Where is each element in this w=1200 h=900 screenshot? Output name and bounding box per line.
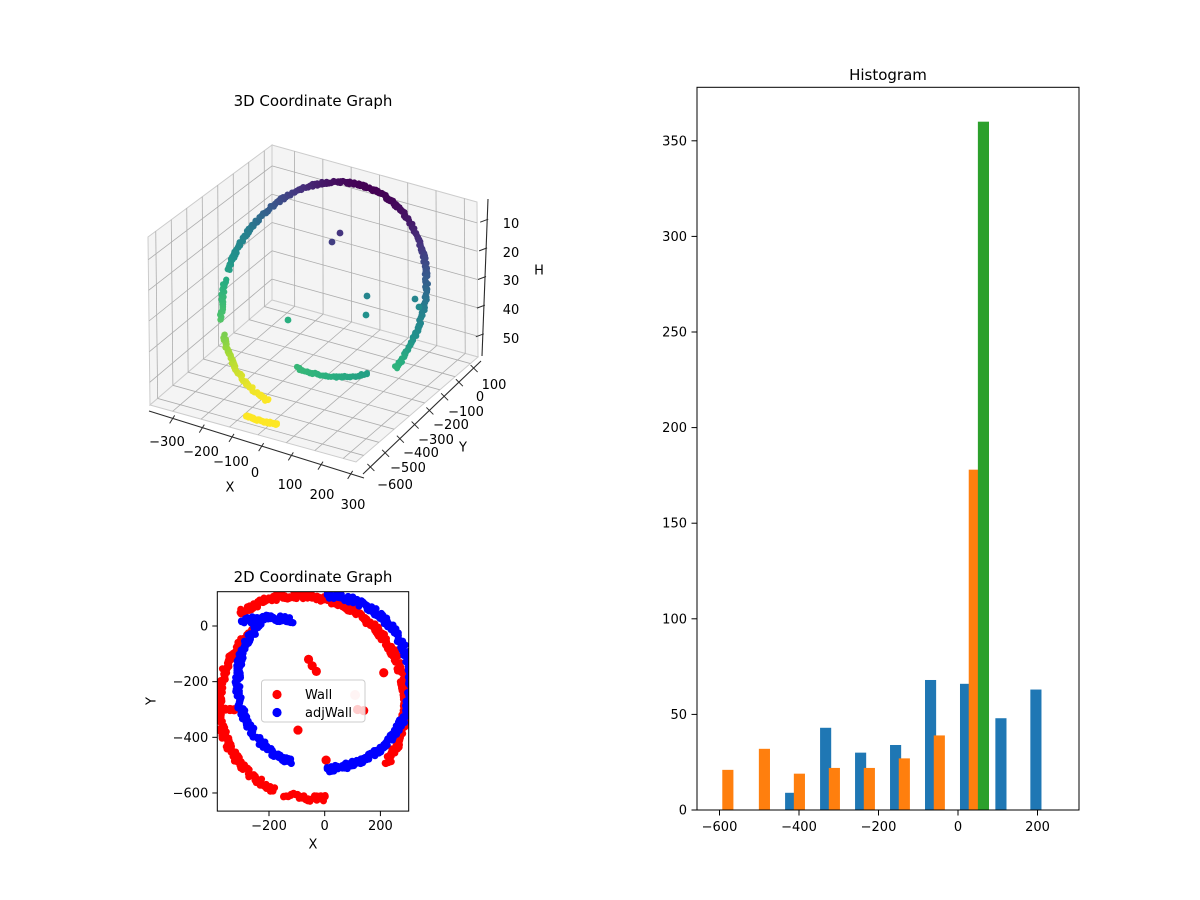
plot3d-canvas: −300−200−10001002003001000−100−200−300−4… [147,144,519,513]
plot2d-ticks: −200 0 200 0 −200 −400 −600 [173,620,393,835]
histogram-series-blue [785,679,1042,810]
svg-text:100: 100 [482,378,507,393]
histogram-bars [722,121,1042,811]
svg-text:−600: −600 [173,786,209,801]
svg-text:0: 0 [954,820,962,835]
plot2d-legend: Wall adjWall [261,679,366,723]
svg-text:200: 200 [662,421,687,436]
svg-text:200: 200 [310,488,335,503]
svg-text:Wall: Wall [305,688,332,703]
histogram-series-orange [722,469,980,810]
svg-text:300: 300 [662,230,687,245]
histogram-ticks: −600 −400 −200 0 200 0 50 100 150 200 250 300 350 [662,134,1050,835]
plot2d-xlabel: X [308,837,318,853]
svg-text:300: 300 [341,498,366,513]
svg-text:−400: −400 [403,446,439,461]
svg-text:350: 350 [662,134,687,149]
svg-text:0: 0 [200,620,208,635]
svg-text:200: 200 [368,819,393,834]
svg-text:100: 100 [278,478,303,493]
plot2d-title: 2D Coordinate Graph [233,568,393,586]
svg-text:−100: −100 [213,455,249,470]
svg-text:100: 100 [662,612,687,627]
svg-text:30: 30 [503,274,520,289]
plot2d-scatter [217,591,409,805]
plot3d-axes [148,198,489,480]
svg-text:−300: −300 [418,433,454,448]
histogram-title: Histogram [849,66,927,84]
svg-text:−200: −200 [251,819,287,834]
svg-text:0: 0 [251,466,259,481]
plot2d-ylabel: Y [144,697,160,705]
svg-text:−200: −200 [173,675,209,690]
svg-text:−400: −400 [781,820,817,835]
svg-text:−300: −300 [149,435,185,450]
plot3d-ylabel: Y [459,440,467,456]
svg-text:−200: −200 [433,418,469,433]
svg-text:200: 200 [1025,820,1050,835]
svg-text:−600: −600 [377,478,413,493]
plot3d-title: 3D Coordinate Graph [233,92,393,110]
plot3d-outlier-points [284,229,423,324]
plot3d-xlabel: X [225,480,235,496]
histogram-series-green [977,121,990,811]
plot3d-zlabel: H [534,263,544,279]
svg-text:−400: −400 [173,731,209,746]
svg-text:0: 0 [321,819,329,834]
svg-text:−600: −600 [702,820,738,835]
svg-text:250: 250 [662,326,687,341]
svg-text:−200: −200 [861,820,897,835]
plot2d-canvas: −200 0 200 0 −200 −400 −600 Wall adjWall [173,591,410,835]
svg-text:adjWall: adjWall [305,706,352,721]
svg-text:20: 20 [503,246,520,261]
plot3d-ticklabels: −300−200−10001002003001000−100−200−300−4… [149,217,519,513]
svg-text:50: 50 [670,708,687,723]
svg-text:50: 50 [503,332,520,347]
svg-text:10: 10 [503,217,520,232]
svg-text:−100: −100 [448,405,484,420]
svg-text:150: 150 [662,517,687,532]
histogram-canvas: −600 −400 −200 0 200 0 50 100 150 200 250 300 350 [662,86,1080,835]
svg-text:−500: −500 [390,461,426,476]
svg-text:0: 0 [679,804,687,819]
svg-text:0: 0 [476,390,484,405]
svg-text:40: 40 [503,303,520,318]
plot2d-series-adjWall [231,591,409,776]
svg-text:−200: −200 [183,445,219,460]
plot3d-ring-scatter [217,177,432,428]
